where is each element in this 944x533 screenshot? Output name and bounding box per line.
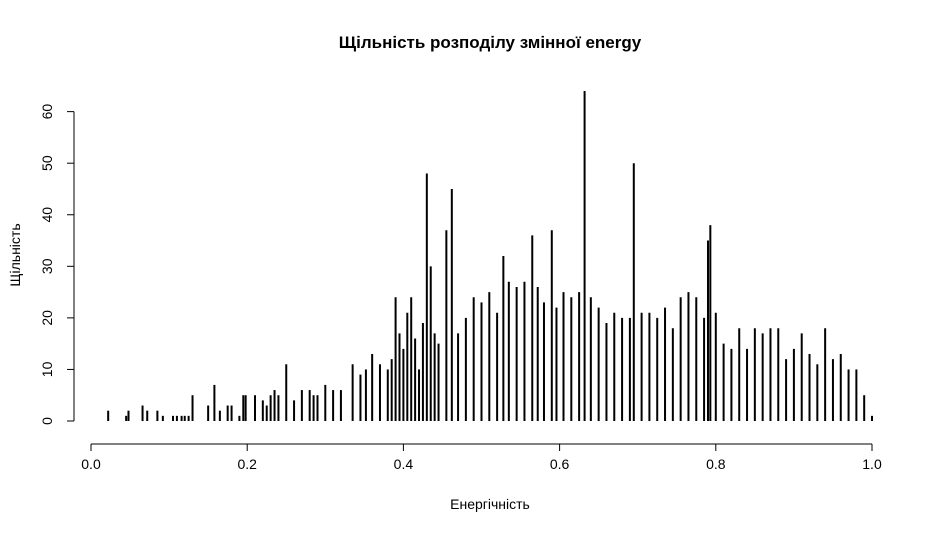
bars-group	[107, 91, 873, 421]
x-tick-label: 0.0	[81, 456, 101, 472]
y-tick-label: 40	[39, 207, 55, 223]
y-tick-label: 10	[39, 361, 55, 377]
y-tick-label: 0	[39, 417, 55, 425]
y-tick-label: 60	[39, 104, 55, 120]
x-axis-label: Енергічність	[450, 496, 530, 512]
x-axis: 0.0 0.2 0.4 0.6 0.8 1.0	[81, 443, 882, 472]
x-tick-label: 0.8	[706, 456, 726, 472]
y-tick-label: 30	[39, 258, 55, 274]
x-tick-label: 0.6	[550, 456, 570, 472]
x-tick-label: 0.2	[237, 456, 257, 472]
x-tick-label: 0.4	[394, 456, 414, 472]
y-tick-label: 20	[39, 310, 55, 326]
chart-title: Щільність розподілу змінної energy	[339, 33, 642, 52]
y-tick-label: 50	[39, 155, 55, 171]
y-axis-label: Щільність	[7, 223, 23, 286]
y-axis: 0 10 20 30 40 50 60	[39, 104, 75, 425]
x-tick-label: 1.0	[862, 456, 882, 472]
